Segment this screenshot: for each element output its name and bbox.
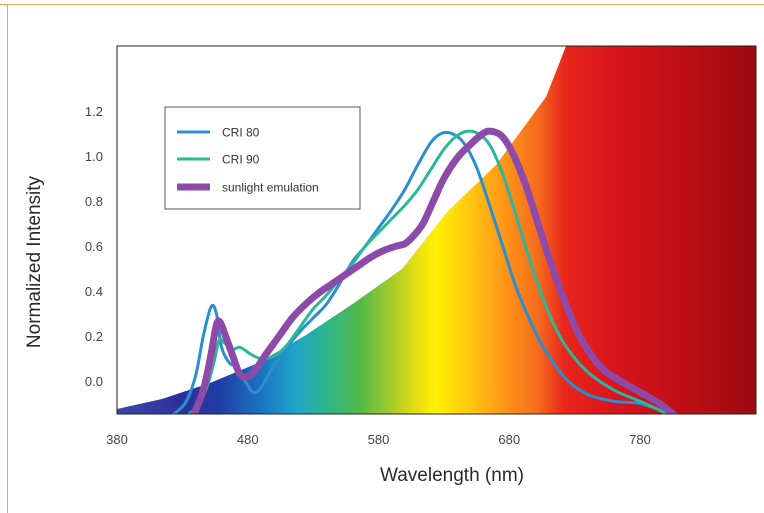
y-axis-ticks: 0.0 0.2 0.4 0.6 0.8 1.0 1.2 <box>85 104 103 389</box>
y-tick-label: 1.2 <box>85 104 103 119</box>
x-tick-label: 480 <box>237 432 259 447</box>
legend-label: sunlight emulation <box>222 181 319 195</box>
y-tick-label: 0.2 <box>85 329 103 344</box>
y-axis-label: Normalized Intensity <box>24 175 45 348</box>
y-tick-label: 0.4 <box>85 284 103 299</box>
x-tick-label: 680 <box>498 432 520 447</box>
y-tick-label: 0.8 <box>85 194 103 209</box>
y-tick-label: 1.0 <box>85 149 103 164</box>
x-tick-label: 580 <box>368 432 390 447</box>
frame-left-rule <box>7 4 8 513</box>
x-axis-label: Wavelength (nm) <box>380 465 524 486</box>
x-tick-label: 380 <box>106 432 128 447</box>
spectrum-gradient-wedge <box>117 46 756 414</box>
legend-label: CRI 80 <box>222 126 260 140</box>
x-tick-label: 780 <box>629 432 651 447</box>
legend: CRI 80 CRI 90 sunlight emulation <box>164 106 361 210</box>
x-axis-ticks: 380 480 580 680 780 <box>106 432 651 447</box>
plot-area-border <box>116 45 757 415</box>
series-line-sunlight-emulation <box>190 127 679 414</box>
frame-top-rule <box>0 4 764 5</box>
series-layer <box>170 127 679 414</box>
y-tick-label: 0.0 <box>85 374 103 389</box>
y-tick-label: 0.6 <box>85 239 103 254</box>
legend-label: CRI 90 <box>222 153 260 167</box>
series-line-cri-80 <box>170 130 674 414</box>
series-line-cri-90 <box>186 129 671 414</box>
